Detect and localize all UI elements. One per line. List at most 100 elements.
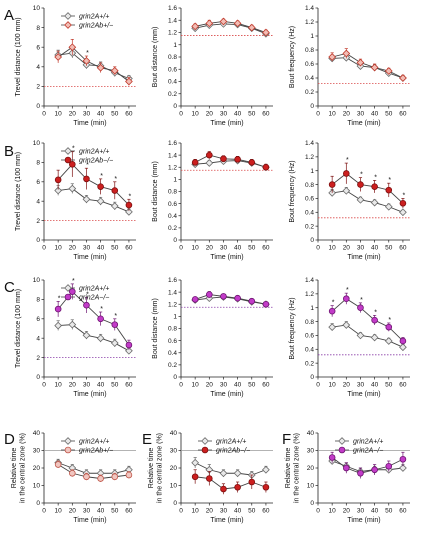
- data-point: [248, 478, 256, 486]
- data-point: [219, 17, 228, 26]
- series-line: [194, 462, 267, 476]
- series-1: [328, 186, 407, 217]
- data-point: [220, 155, 227, 163]
- series-line: [57, 46, 130, 82]
- x-tick-label: 60: [262, 245, 270, 252]
- x-tick-label: 60: [125, 508, 133, 515]
- y-tick-label: 6: [36, 179, 40, 186]
- y-tick-label: 20: [33, 465, 41, 472]
- y-tick-label: 0.4: [168, 350, 177, 357]
- series-1: [54, 47, 133, 83]
- significance-star: *: [86, 162, 89, 169]
- y-tick-label: 0.6: [305, 61, 314, 68]
- data-point: [205, 159, 214, 167]
- series-line: [57, 163, 130, 206]
- data-point: [191, 458, 200, 467]
- legend-marker: [201, 437, 209, 445]
- data-point: [399, 74, 407, 82]
- y-tick-label: 6: [36, 316, 40, 323]
- chart-panel-6: 0 0.2 0.4 0.6 0.8 1 1.2 1.4 0 10 20 30 40 50 60 Time (m…: [289, 140, 410, 261]
- data-point: [205, 19, 214, 28]
- x-tick-label: 60: [125, 111, 133, 118]
- y-tick-label: 1.4: [305, 277, 314, 284]
- y-tick-label: 2: [36, 355, 40, 362]
- data-point: [69, 469, 76, 477]
- significance-star: *: [374, 174, 377, 181]
- data-point: [371, 466, 378, 474]
- y-tick-label: 30: [33, 448, 41, 455]
- data-point: [96, 334, 105, 343]
- data-point: [110, 66, 119, 75]
- data-point: [97, 475, 104, 482]
- y-tick-label: 1.4: [305, 140, 314, 147]
- x-tick-label: 50: [248, 382, 256, 389]
- series-2: [191, 151, 270, 171]
- x-tick-label: 30: [83, 508, 91, 515]
- legend-label: grin2Ab−/−: [216, 447, 250, 454]
- x-tick-label: 50: [385, 245, 393, 252]
- y-tick-label: 20: [307, 465, 315, 472]
- data-point: [342, 49, 351, 58]
- data-point: [54, 321, 63, 330]
- series-2: [328, 48, 407, 82]
- data-point: [262, 300, 270, 308]
- x-tick-label: 0: [42, 245, 46, 252]
- significance-star: *: [332, 300, 335, 307]
- x-tick-label: 20: [343, 508, 351, 515]
- data-point: [384, 337, 393, 345]
- data-point: [357, 181, 364, 188]
- data-point: [97, 183, 104, 190]
- panel-letter: B: [4, 143, 14, 160]
- x-tick-label: 30: [83, 245, 91, 252]
- y-tick-label: 0.8: [305, 47, 314, 54]
- y-tick-label: 30: [170, 448, 178, 455]
- data-point: [328, 181, 336, 188]
- x-tick-label: 60: [125, 245, 133, 252]
- x-tick-label: 0: [316, 382, 320, 389]
- y-axis-label: Bout distance (mm): [152, 161, 159, 222]
- data-point: [83, 473, 90, 481]
- x-tick-label: 50: [385, 382, 393, 389]
- y-tick-label: 0: [36, 374, 40, 381]
- x-tick-label: 10: [329, 245, 337, 252]
- data-point: [206, 151, 213, 159]
- series-2: [328, 162, 407, 209]
- y-tick-label: 0.2: [305, 360, 314, 367]
- significance-star: *: [346, 157, 349, 164]
- y-tick-label: 0: [310, 500, 314, 507]
- data-point: [399, 199, 407, 207]
- x-tick-label: 0: [316, 245, 320, 252]
- series-line: [195, 476, 267, 490]
- data-point: [111, 187, 119, 194]
- data-point: [68, 320, 77, 329]
- y-tick-label: 40: [33, 430, 41, 437]
- x-tick-label: 0: [42, 111, 46, 118]
- significance-star: *: [403, 192, 406, 199]
- y-tick-label: 10: [33, 277, 41, 284]
- y-axis-label: Bout distance (mm): [152, 27, 159, 88]
- y-tick-label: 8: [36, 297, 40, 304]
- legend-label: grin2Ab+/−: [79, 22, 113, 29]
- x-tick-label: 60: [399, 245, 407, 252]
- data-point: [125, 201, 133, 209]
- legend-marker: [64, 446, 72, 454]
- x-tick-label: 0: [316, 111, 320, 118]
- data-point: [206, 475, 213, 482]
- x-tick-label: 60: [399, 111, 407, 118]
- x-tick-label: 0: [179, 382, 183, 389]
- data-point: [96, 63, 105, 72]
- x-tick-label: 60: [125, 382, 133, 389]
- data-point: [233, 469, 242, 478]
- data-point: [399, 464, 407, 472]
- chart-panel-8: 0 0.2 0.4 0.6 0.8 1 1.2 1.4 1.6 0 10 20 30 40 50 60 Time…: [152, 277, 273, 398]
- y-tick-label: 0.4: [168, 213, 177, 220]
- x-tick-label: 20: [343, 382, 351, 389]
- data-point: [83, 301, 90, 309]
- data-point: [384, 202, 393, 211]
- y-axis-label: Trevel distance (100 mm): [15, 289, 22, 368]
- significance-star: *: [86, 50, 89, 57]
- x-tick-label: 10: [192, 111, 200, 118]
- y-tick-label: 0.4: [305, 75, 314, 82]
- data-point: [356, 58, 365, 67]
- y-tick-label: 1: [310, 305, 314, 312]
